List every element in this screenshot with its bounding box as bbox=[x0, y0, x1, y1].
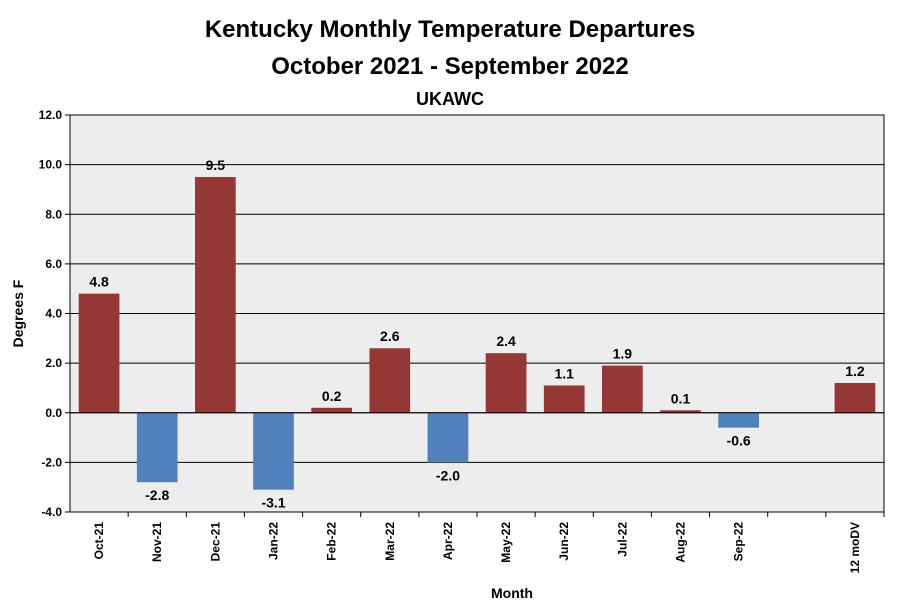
data-label: 2.6 bbox=[380, 328, 400, 344]
bar bbox=[427, 412, 469, 463]
bar bbox=[78, 293, 120, 413]
x-tick-label: May-22 bbox=[499, 522, 513, 563]
bar bbox=[718, 412, 759, 428]
x-axis-label: Month bbox=[491, 585, 533, 601]
data-label: 1.1 bbox=[554, 365, 574, 381]
bar bbox=[660, 410, 701, 413]
x-tick-label: Aug-22 bbox=[674, 522, 688, 563]
x-tick-label: Nov-21 bbox=[150, 522, 164, 562]
bar bbox=[195, 177, 236, 413]
bar bbox=[485, 353, 527, 413]
data-label: 1.2 bbox=[845, 363, 865, 379]
x-tick-label: Dec-21 bbox=[208, 522, 222, 562]
data-label: 9.5 bbox=[206, 157, 226, 173]
bar bbox=[311, 407, 352, 413]
chart-source: UKAWC bbox=[416, 89, 484, 109]
bar bbox=[253, 412, 294, 490]
y-tick-label: 2.0 bbox=[45, 356, 62, 370]
y-tick-label: 0.0 bbox=[45, 406, 62, 420]
y-tick-label: 10.0 bbox=[39, 158, 63, 172]
data-label: -0.6 bbox=[727, 433, 751, 449]
x-tick-label: Apr-22 bbox=[441, 522, 455, 560]
x-tick-label: Jan-22 bbox=[267, 522, 281, 560]
x-tick-label: Feb-22 bbox=[325, 522, 339, 561]
data-label: 4.8 bbox=[89, 274, 109, 290]
bar bbox=[834, 382, 876, 413]
y-axis-label: Degrees F bbox=[10, 279, 26, 347]
data-label: 1.9 bbox=[613, 346, 633, 362]
y-tick-label: -4.0 bbox=[41, 505, 62, 519]
x-tick-label: Sep-22 bbox=[732, 522, 746, 562]
bar bbox=[369, 348, 411, 413]
chart-title: Kentucky Monthly Temperature Departures bbox=[204, 16, 696, 43]
x-tick-label: Oct-21 bbox=[92, 522, 106, 560]
y-tick-label: 12.0 bbox=[39, 108, 63, 122]
data-label: -3.1 bbox=[261, 495, 285, 511]
y-tick-label: 6.0 bbox=[45, 257, 62, 271]
chart-subtitle: October 2021 - September 2022 bbox=[271, 53, 629, 80]
bar bbox=[602, 365, 643, 413]
y-tick-label: 8.0 bbox=[45, 207, 62, 221]
data-label: 2.4 bbox=[496, 333, 516, 349]
data-label: 0.2 bbox=[322, 388, 342, 404]
y-tick-label: -2.0 bbox=[41, 455, 62, 469]
x-tick-label: 12 moDV bbox=[848, 522, 862, 573]
data-label: -2.8 bbox=[145, 487, 169, 503]
x-tick-label: Jul-22 bbox=[615, 522, 629, 557]
data-label: 0.1 bbox=[671, 390, 691, 406]
y-tick-label: 4.0 bbox=[45, 307, 62, 321]
bar bbox=[543, 385, 585, 413]
x-tick-label: Mar-22 bbox=[383, 522, 397, 561]
x-tick-label: Jun-22 bbox=[557, 522, 571, 561]
bar bbox=[136, 412, 178, 483]
data-label: -2.0 bbox=[436, 467, 460, 483]
